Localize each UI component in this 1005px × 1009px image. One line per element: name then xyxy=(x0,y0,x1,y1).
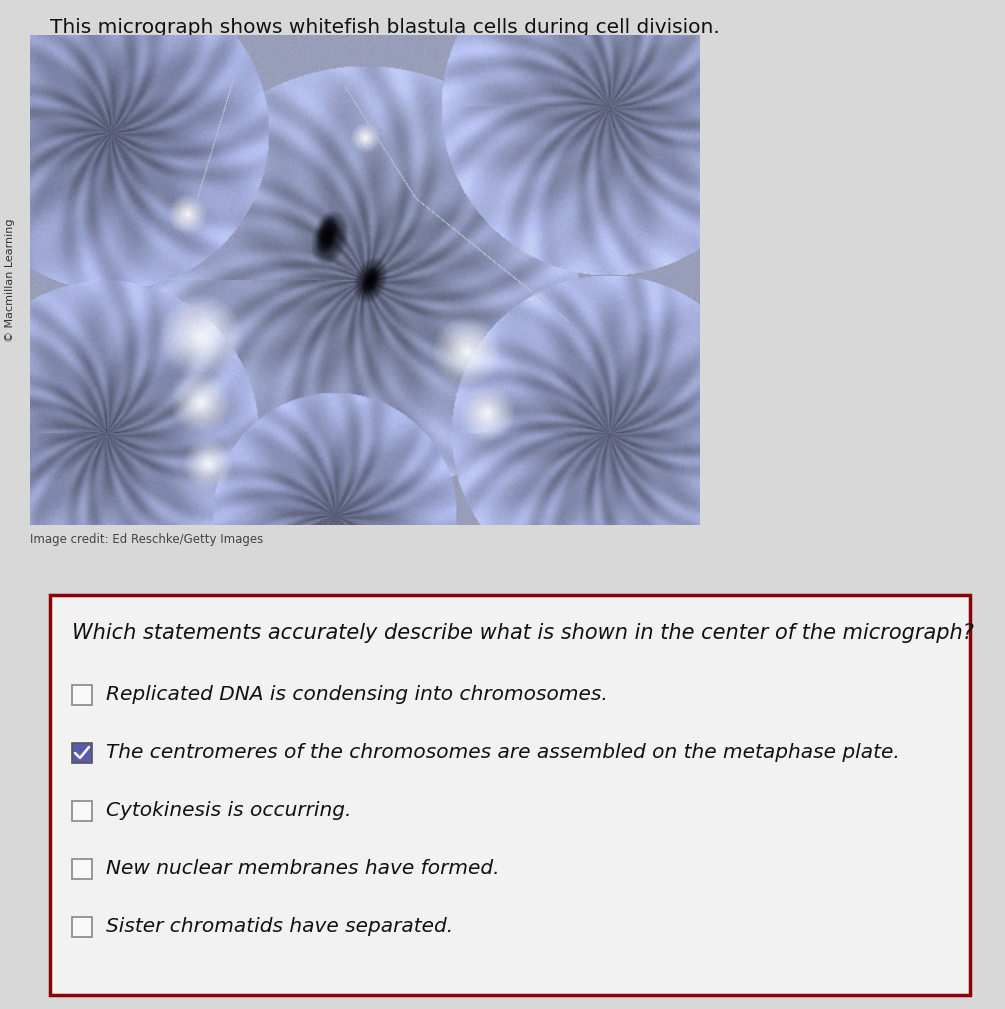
Bar xyxy=(50,595,970,995)
Text: Which statements accurately describe what is shown in the center of the microgra: Which statements accurately describe wha… xyxy=(72,623,974,643)
Bar xyxy=(72,801,92,821)
Text: Replicated DNA is condensing into chromosomes.: Replicated DNA is condensing into chromo… xyxy=(106,685,608,704)
Text: This micrograph shows whitefish blastula cells during cell division.: This micrograph shows whitefish blastula… xyxy=(50,18,720,37)
Bar xyxy=(72,859,92,879)
Text: Cytokinesis is occurring.: Cytokinesis is occurring. xyxy=(106,801,352,820)
Bar xyxy=(72,743,92,763)
Text: © Macmillan Learning: © Macmillan Learning xyxy=(5,218,15,342)
Bar xyxy=(72,917,92,937)
Bar xyxy=(72,685,92,705)
Text: The centromeres of the chromosomes are assembled on the metaphase plate.: The centromeres of the chromosomes are a… xyxy=(106,744,899,763)
Text: New nuclear membranes have formed.: New nuclear membranes have formed. xyxy=(106,860,499,879)
Text: Sister chromatids have separated.: Sister chromatids have separated. xyxy=(106,917,453,936)
Text: Image credit: Ed Reschke/Getty Images: Image credit: Ed Reschke/Getty Images xyxy=(30,533,263,546)
